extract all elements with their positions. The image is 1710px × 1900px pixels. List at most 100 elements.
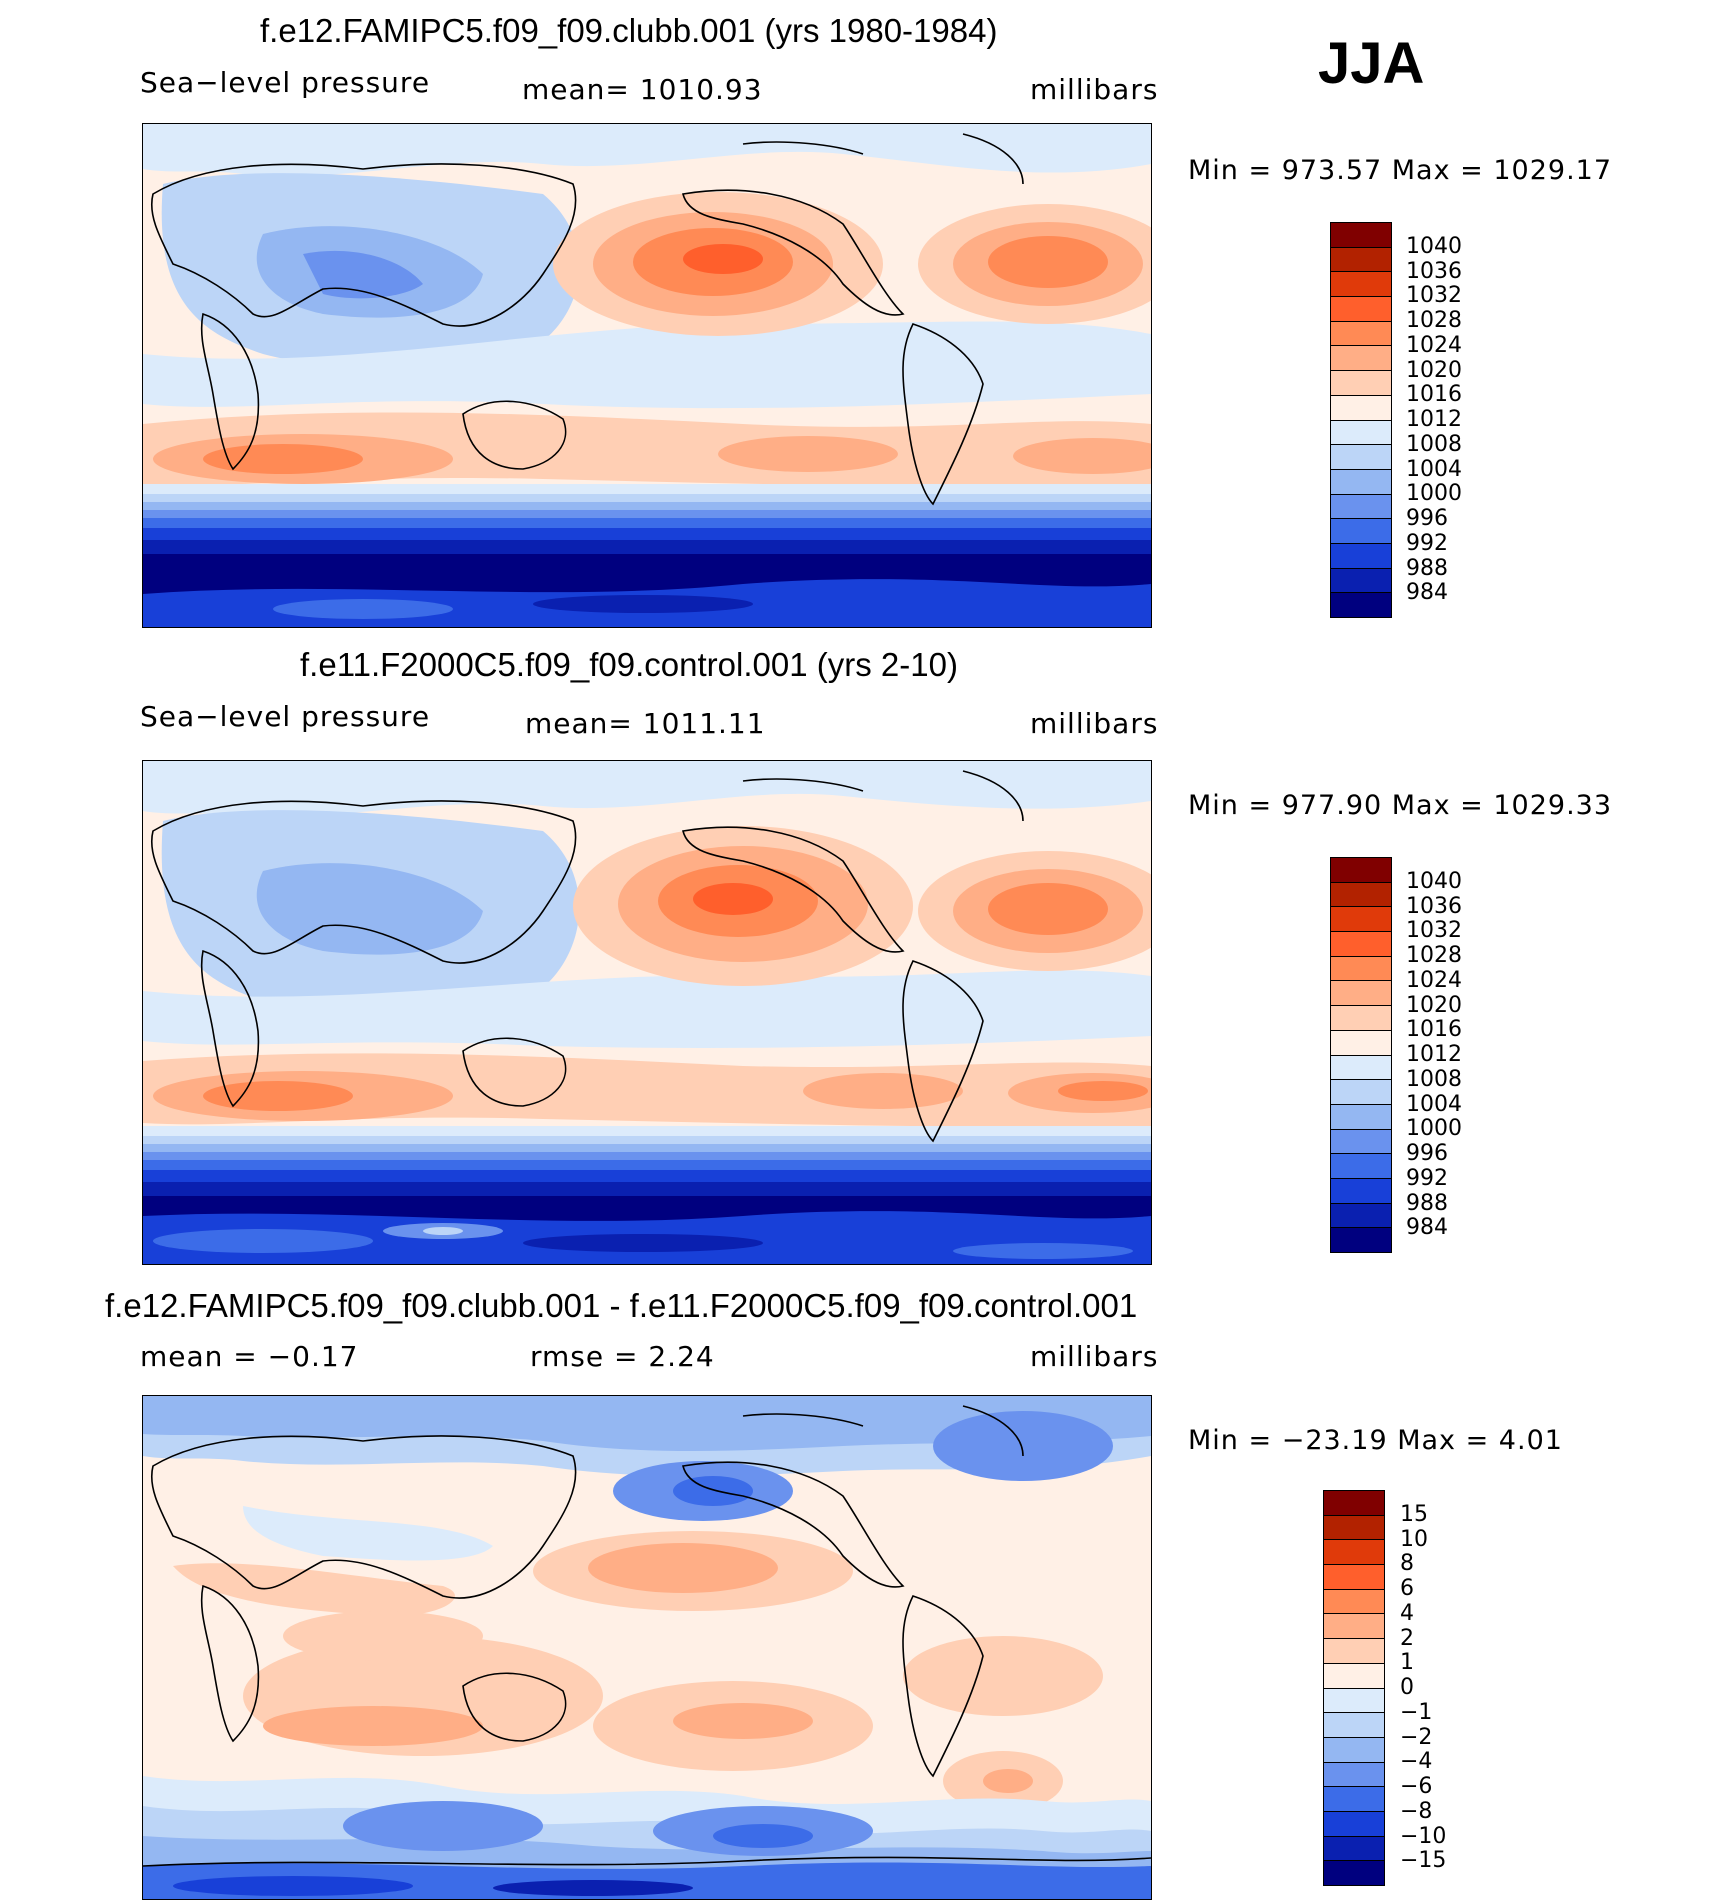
colorbar-swatch <box>1324 1639 1384 1664</box>
colorbar-swatch <box>1331 956 1391 982</box>
colorbar-tick-label: 1000 <box>1406 481 1462 507</box>
colorbar-swatch <box>1331 1203 1391 1229</box>
panel-2-map <box>142 760 1152 1265</box>
colorbar-swatch <box>1331 882 1391 908</box>
colorbar-swatch <box>1324 1688 1384 1714</box>
panel-2-mean-label: mean= 1011.11 <box>525 707 766 740</box>
panel-3-minmax: Min = −23.19 Max = 4.01 <box>1188 1425 1563 1456</box>
panel-1-title: f.e12.FAMIPC5.f09_f09.clubb.001 (yrs 198… <box>260 12 998 49</box>
colorbar-swatch <box>1331 1055 1391 1081</box>
panel-1-map <box>142 123 1152 628</box>
colorbar-tick-label: 1040 <box>1406 233 1462 259</box>
colorbar-swatch <box>1331 1104 1391 1130</box>
colorbar-tick-label: −15 <box>1400 1848 1447 1874</box>
colorbar-tick-label: −2 <box>1400 1724 1433 1750</box>
colorbar-tick-label: −8 <box>1400 1798 1433 1824</box>
panel-1-colorbar-labels: 1040 1036 1032 1028 1024 1020 1016 1012 1008 1004… <box>1406 222 1516 616</box>
colorbar-swatch <box>1331 272 1391 298</box>
colorbar-swatch <box>1331 1006 1391 1031</box>
colorbar-tick-label: 1024 <box>1406 332 1462 358</box>
colorbar-tick-label: 996 <box>1406 506 1448 531</box>
colorbar-tick-label: 984 <box>1406 1215 1448 1241</box>
colorbar-swatch <box>1331 981 1391 1007</box>
colorbar-tick-label: 0 <box>1400 1675 1414 1700</box>
colorbar-swatch <box>1331 932 1391 957</box>
colorbar-tick-label: −6 <box>1400 1774 1433 1799</box>
panel-3-colorbar <box>1323 1490 1385 1886</box>
colorbar-swatch <box>1331 1030 1391 1056</box>
panel-2-colorbar <box>1330 857 1392 1253</box>
colorbar-tick-label: 1040 <box>1406 868 1462 894</box>
panel-1-colorbar <box>1330 222 1392 618</box>
colorbar-swatch <box>1331 519 1391 544</box>
colorbar-swatch <box>1331 593 1391 617</box>
colorbar-swatch <box>1324 1491 1384 1516</box>
colorbar-tick-label: 992 <box>1406 530 1448 556</box>
panel-3-rmse-label: rmse = 2.24 <box>530 1340 715 1373</box>
colorbar-swatch <box>1324 1737 1384 1763</box>
colorbar-swatch <box>1331 858 1391 883</box>
colorbar-tick-label: −1 <box>1400 1699 1433 1725</box>
colorbar-tick-label: 1024 <box>1406 967 1462 993</box>
panel-1-variable-label: Sea−level pressure <box>140 66 431 99</box>
colorbar-swatch <box>1324 1836 1384 1862</box>
colorbar-swatch <box>1324 1713 1384 1738</box>
colorbar-swatch <box>1331 395 1391 421</box>
colorbar-tick-label: 996 <box>1406 1141 1448 1166</box>
panel-2-units-label: millibars <box>1030 707 1159 740</box>
colorbar-swatch <box>1331 494 1391 520</box>
panel-3-mean-label: mean = −0.17 <box>140 1340 359 1373</box>
colorbar-tick-label: 984 <box>1406 580 1448 606</box>
colorbar-tick-label: 1 <box>1400 1650 1414 1676</box>
panel-3-contour-field <box>143 1396 1151 1899</box>
colorbar-tick-label: 1032 <box>1406 283 1462 309</box>
colorbar-tick-label: 10 <box>1400 1526 1428 1552</box>
colorbar-swatch <box>1331 223 1391 248</box>
panel-1-minmax: Min = 973.57 Max = 1029.17 <box>1188 155 1613 186</box>
colorbar-tick-label: 1008 <box>1406 1066 1462 1092</box>
panel-3-colorbar-labels: 15 10 8 6 4 2 1 0 −1 −2 −4 −6 −8 −10 −15 <box>1400 1490 1510 1884</box>
colorbar-swatch <box>1331 907 1391 933</box>
colorbar-tick-label: 1012 <box>1406 1042 1462 1067</box>
colorbar-swatch <box>1331 1154 1391 1179</box>
panel-1-mean-label: mean= 1010.93 <box>522 73 763 106</box>
colorbar-swatch <box>1331 543 1391 569</box>
colorbar-swatch <box>1331 420 1391 446</box>
colorbar-swatch <box>1331 247 1391 273</box>
colorbar-tick-label: 2 <box>1400 1625 1414 1651</box>
colorbar-swatch <box>1324 1589 1384 1615</box>
panel-3-title: f.e12.FAMIPC5.f09_f09.clubb.001 - f.e11.… <box>105 1287 1138 1324</box>
colorbar-swatch <box>1324 1540 1384 1566</box>
colorbar-swatch <box>1324 1515 1384 1541</box>
colorbar-tick-label: 1036 <box>1406 893 1462 919</box>
colorbar-tick-label: 1020 <box>1406 357 1462 383</box>
panel-2-variable-label: Sea−level pressure <box>140 700 431 733</box>
panel-1-units-label: millibars <box>1030 73 1159 106</box>
colorbar-tick-label: 988 <box>1406 555 1448 581</box>
colorbar-tick-label: 992 <box>1406 1165 1448 1191</box>
colorbar-swatch <box>1324 1787 1384 1812</box>
colorbar-tick-label: 988 <box>1406 1190 1448 1216</box>
colorbar-tick-label: 1004 <box>1406 1091 1462 1117</box>
colorbar-tick-label: 6 <box>1400 1576 1414 1601</box>
colorbar-tick-label: 15 <box>1400 1501 1428 1527</box>
colorbar-swatch <box>1331 568 1391 594</box>
panel-3-map <box>142 1395 1152 1900</box>
colorbar-tick-label: 1000 <box>1406 1116 1462 1142</box>
colorbar-tick-label: −4 <box>1400 1749 1433 1775</box>
colorbar-tick-label: 1004 <box>1406 456 1462 482</box>
colorbar-swatch <box>1324 1614 1384 1640</box>
season-label: JJA <box>1318 31 1425 96</box>
colorbar-tick-label: 1008 <box>1406 431 1462 457</box>
colorbar-swatch <box>1331 469 1391 495</box>
colorbar-swatch <box>1324 1861 1384 1885</box>
colorbar-tick-label: 1016 <box>1406 1017 1462 1043</box>
panel-2-title: f.e11.F2000C5.f09_f09.control.001 (yrs 2… <box>300 646 958 683</box>
colorbar-tick-label: 1016 <box>1406 382 1462 408</box>
panel-2-minmax: Min = 977.90 Max = 1029.33 <box>1188 790 1613 821</box>
colorbar-swatch <box>1331 297 1391 322</box>
panel-3-units-label: millibars <box>1030 1340 1159 1373</box>
colorbar-tick-label: 4 <box>1400 1600 1414 1626</box>
colorbar-swatch <box>1331 1129 1391 1155</box>
colorbar-swatch <box>1324 1663 1384 1689</box>
